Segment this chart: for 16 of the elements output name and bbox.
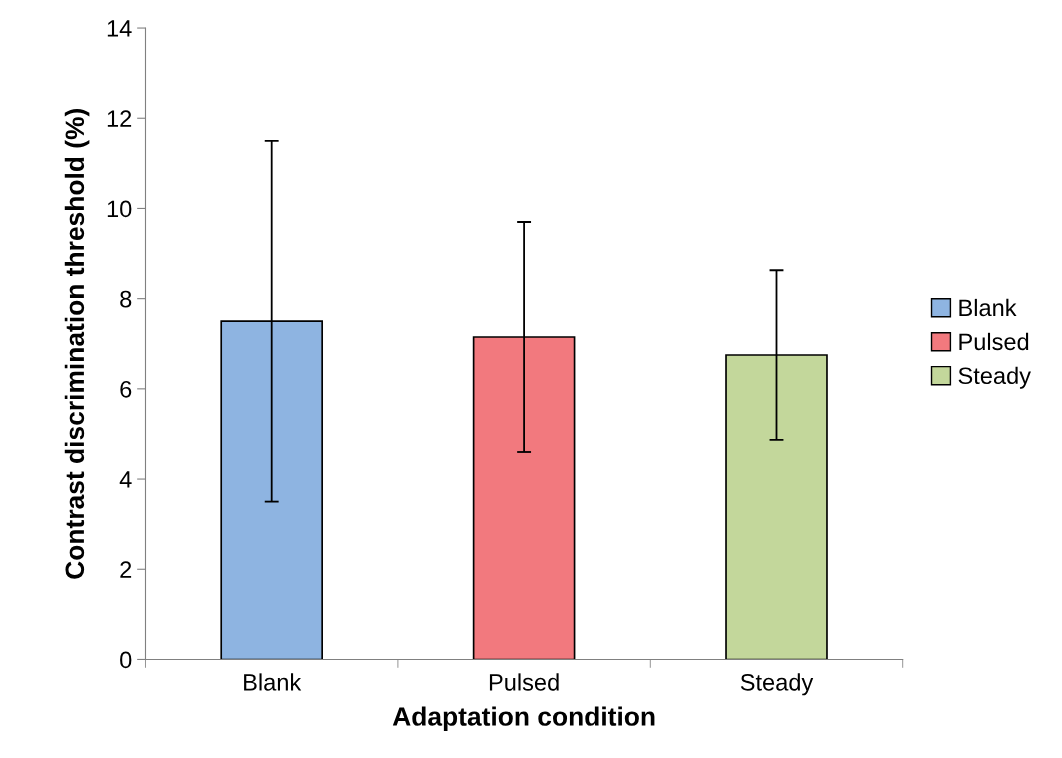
y-tick-label: 10 [107,200,132,218]
y-axis-title: Contrast discrimination threshold (%) [64,109,90,579]
y-tick-label: 2 [120,561,132,578]
y-tick-label: 12 [107,110,132,127]
legend-label: Steady [958,366,1031,389]
x-tick-label: Pulsed [489,673,559,691]
y-tick-label: 8 [120,290,132,308]
legend-label: Blank [959,298,1017,317]
legend-label: Pulsed [959,332,1029,351]
y-tick-label: 14 [107,20,132,37]
x-tick-label: Steady [740,673,814,696]
y-tick-label: 4 [119,471,132,488]
y-tick-label: 0 [120,651,132,669]
x-axis-title: Adaptation condition [392,706,655,732]
x-tick-label: Blank [244,673,302,691]
y-tick-label: 6 [120,380,132,398]
